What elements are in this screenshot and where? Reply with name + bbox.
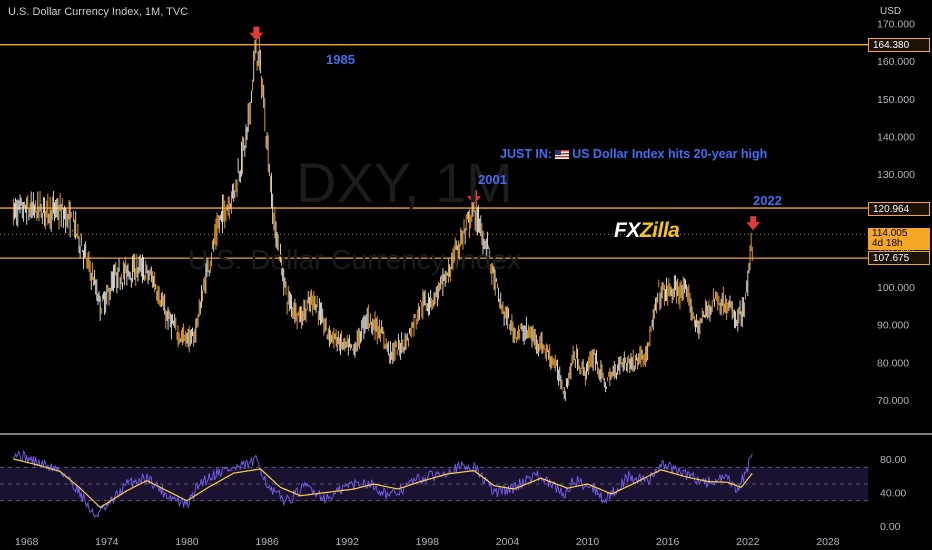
rsi-tick-label: 0.00 (880, 521, 901, 533)
brand-zilla: Zilla (639, 219, 680, 242)
rsi-tick-label: 40.00 (880, 487, 906, 499)
peak-arrows (249, 26, 761, 231)
annotation-2022: 2022 (753, 193, 782, 208)
bar-countdown: 4d 18h (872, 238, 903, 249)
price-tag-high: 164.380 (868, 38, 930, 52)
price-tick-label: 160.000 (877, 56, 915, 68)
down-arrow-icon (746, 216, 761, 231)
fxzilla-logo: FXZilla (614, 219, 680, 243)
rsi-line (13, 449, 753, 519)
news-headline: JUST IN: US Dollar Index hits 20-year hig… (500, 147, 767, 161)
time-tick-label: 2022 (736, 536, 760, 548)
rsi-panel (0, 449, 868, 519)
time-tick-label: 1968 (15, 536, 39, 548)
news-prefix: JUST IN: (500, 147, 553, 161)
brand-fx: FX (614, 219, 640, 242)
time-tick-label: 1980 (175, 536, 199, 548)
horizontal-levels (0, 44, 868, 259)
price-tag-current: 114.005 4d 18h (868, 228, 930, 250)
price-tag-2001: 120.964 (868, 202, 930, 216)
time-tick-label: 1992 (336, 536, 360, 548)
time-axis: 1968 1974 1980 1986 1992 1998 2004 2010 2016 2022… (15, 536, 840, 548)
price-tick-label: 130.000 (877, 169, 915, 181)
current-price: 114.005 (872, 228, 908, 239)
price-tick-label: 70.000 (877, 395, 909, 407)
down-arrow-icon (467, 190, 482, 205)
watermark-name: U.S. Dollar Currency Index (188, 244, 522, 275)
price-tick-label: 140.000 (877, 131, 915, 143)
time-tick-label: 2016 (656, 536, 680, 548)
news-text: US Dollar Index hits 20-year high (572, 147, 768, 161)
price-tick-label: 150.000 (877, 94, 915, 106)
price-tick-label: 170.000 (877, 19, 915, 31)
time-tick-label: 1986 (255, 536, 279, 548)
down-arrow-icon (249, 26, 264, 41)
price-tag-low: 107.675 (868, 251, 930, 265)
rsi-tick-label: 80.00 (880, 454, 906, 466)
watermark-symbol: DXY, 1M (296, 151, 513, 214)
annotation-2001: 2001 (478, 172, 507, 187)
chart-title: U.S. Dollar Currency Index, 1M, TVC (8, 6, 189, 18)
price-tick-label: 80.000 (877, 357, 909, 369)
time-tick-label: 1974 (95, 536, 119, 548)
price-series (12, 30, 753, 401)
currency-label: USD (880, 6, 902, 17)
price-tick-label: 90.000 (877, 320, 909, 332)
time-tick-label: 2004 (496, 536, 520, 548)
time-tick-label: 1998 (416, 536, 440, 548)
us-flag-icon (555, 150, 570, 159)
rsi-ma-line (13, 458, 753, 509)
rsi-axis: 0.00 40.00 80.00 (880, 454, 906, 533)
annotation-1985: 1985 (326, 52, 355, 67)
price-tick-label: 100.000 (877, 282, 915, 294)
time-tick-label: 2028 (816, 536, 840, 548)
time-tick-label: 2010 (576, 536, 600, 548)
